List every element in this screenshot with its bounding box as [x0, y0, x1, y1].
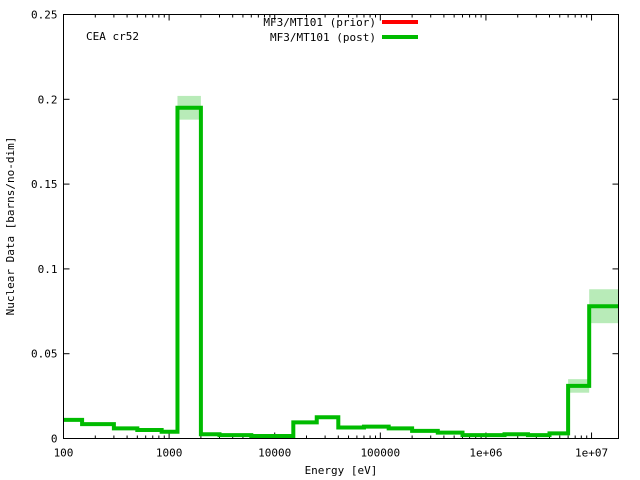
legend-label-post: MF3/MT101 (post) — [270, 31, 376, 44]
y-tick-label: 0.25 — [31, 9, 58, 22]
y-tick-label: 0.1 — [38, 263, 58, 276]
x-axis-label: Energy [eV] — [305, 464, 378, 477]
x-tick-label: 100000 — [360, 447, 400, 460]
legend: MF3/MT101 (prior) MF3/MT101 (post) — [263, 16, 418, 44]
y-tick-label: 0.05 — [31, 348, 58, 361]
y-tick-label: 0 — [51, 433, 58, 446]
y-tick-label: 0.15 — [31, 178, 58, 191]
x-tick-label: 1e+07 — [575, 447, 608, 460]
y-axis-label: Nuclear Data [barns/no-dim] — [4, 137, 17, 316]
tick-marks-layer — [63, 14, 619, 439]
y-tick-labels: 0 0.05 0.1 0.15 0.2 0.25 — [31, 9, 58, 446]
x-tick-label: 1000 — [156, 447, 183, 460]
series-post-line — [63, 105, 619, 438]
uncertainty-band-layer — [177, 95, 619, 393]
x-tick-label: 1e+06 — [469, 447, 502, 460]
y-tick-label: 0.2 — [38, 93, 58, 106]
x-tick-label: 100 — [54, 447, 74, 460]
plot-frame — [63, 14, 619, 439]
series-layer — [63, 105, 619, 438]
x-tick-label: 10000 — [258, 447, 291, 460]
chart-annotation: CEA cr52 — [86, 30, 139, 43]
legend-label-prior: MF3/MT101 (prior) — [263, 16, 376, 29]
x-tick-labels: 100 1000 10000 100000 1e+06 1e+07 — [54, 447, 609, 460]
